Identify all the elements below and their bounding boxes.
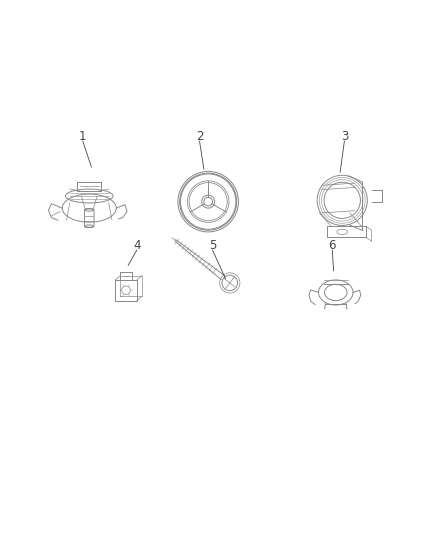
Text: 2: 2	[196, 130, 203, 143]
Text: 4: 4	[133, 239, 141, 252]
Text: 3: 3	[341, 130, 348, 143]
Text: 6: 6	[328, 239, 336, 252]
Text: 1: 1	[79, 130, 87, 143]
Text: 5: 5	[209, 239, 216, 252]
